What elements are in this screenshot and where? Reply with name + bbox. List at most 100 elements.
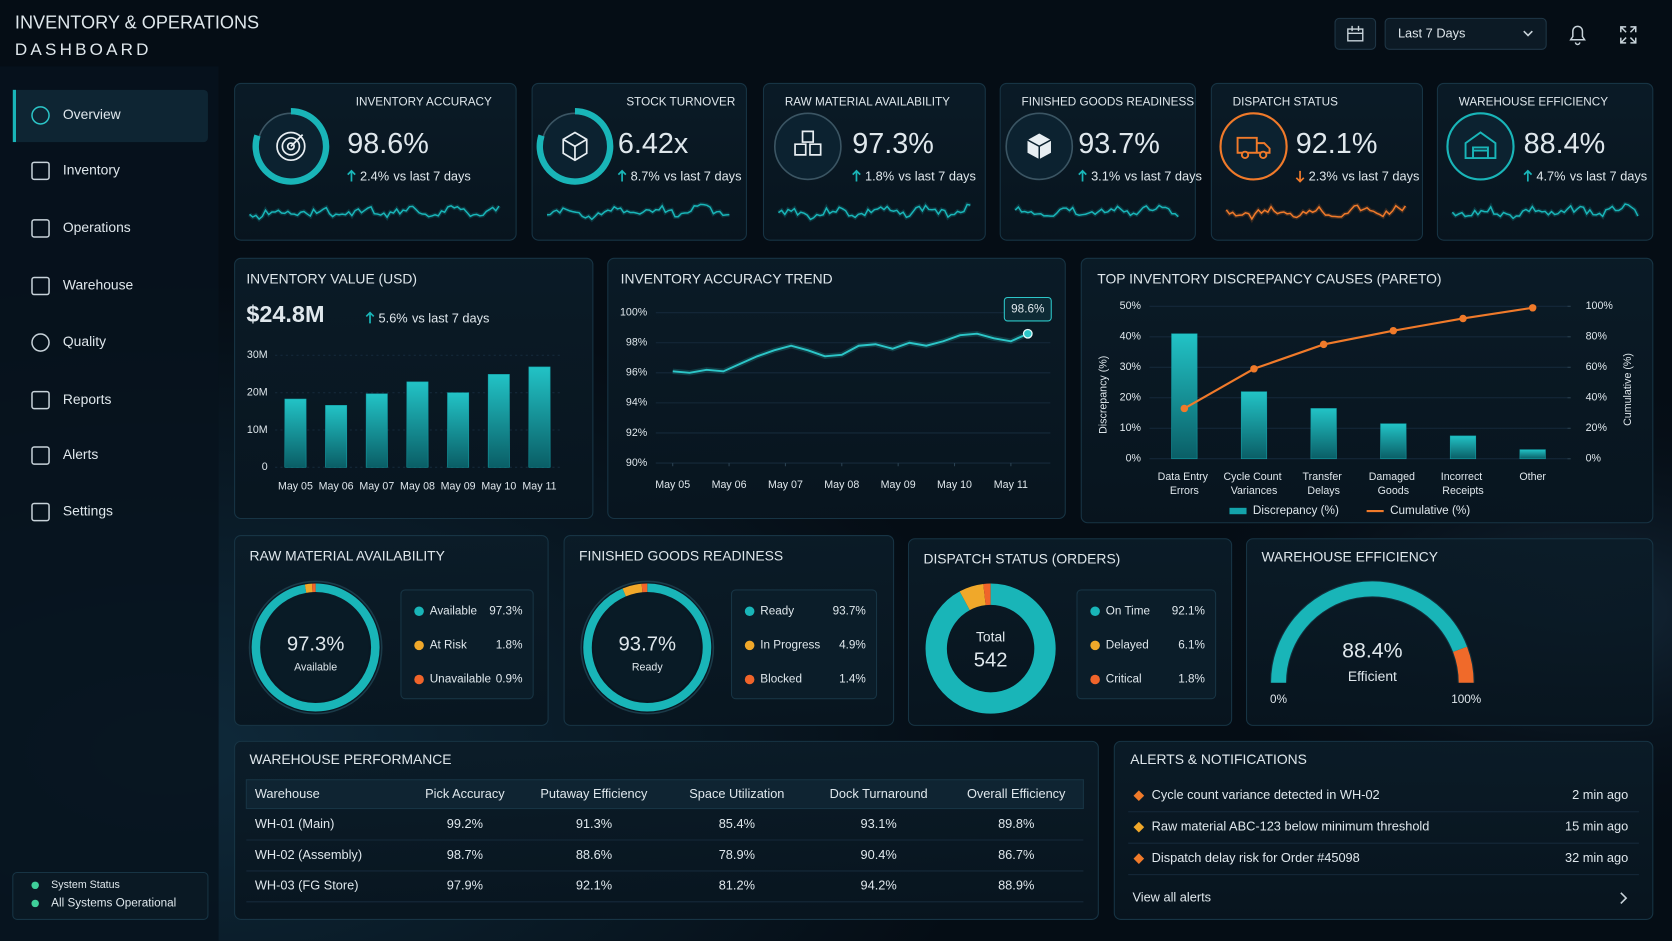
donut-segment [959, 583, 987, 611]
nav-icon[interactable] [31, 446, 50, 465]
legend-dot [414, 640, 424, 651]
legend-value: 93.7% [833, 604, 866, 617]
y-tick-label: 0% [1126, 453, 1142, 465]
nav-icon[interactable] [31, 502, 50, 522]
y-axis-title: Discrepancy (%) [1097, 356, 1109, 434]
nav-icon[interactable] [31, 106, 50, 125]
point [1319, 340, 1328, 349]
table-cell: 99.2% [447, 816, 483, 831]
table-cell: 86.7% [998, 847, 1034, 862]
nav-item[interactable]: Warehouse [63, 277, 134, 293]
x-tick-line: Variances [1231, 485, 1278, 497]
kpi-icon-part [1240, 150, 1250, 160]
gauge-status: Efficient [1348, 668, 1397, 684]
sparkline [1451, 203, 1639, 220]
legend-dot [1090, 674, 1100, 685]
kpi-icon-bg [1446, 112, 1515, 181]
legend-label: In Progress [760, 638, 820, 651]
kpi-title: DISPATCH STATUS [1233, 96, 1338, 109]
legend-dot [1090, 640, 1100, 651]
y2-axis-title: Cumulative (%) [1622, 353, 1634, 426]
view-all-link[interactable]: View all alerts [1132, 889, 1211, 904]
y2-tick-label: 100% [1586, 300, 1614, 312]
kpi-comparison: vs last 7 days [393, 169, 470, 184]
nav-item[interactable]: Overview [63, 106, 122, 122]
line [1183, 306, 1533, 410]
fullscreen-icon[interactable] [1620, 26, 1637, 44]
bar [1449, 435, 1477, 460]
point [1528, 304, 1537, 312]
kpi-icon-part [1464, 131, 1497, 160]
x-tick-label: Other [1519, 471, 1546, 483]
y2-tick-label: 80% [1586, 331, 1608, 343]
donut-center-label: Available [294, 662, 337, 674]
kpi-title: STOCK TURNOVER [626, 96, 735, 109]
alert-message: Cycle count variance detected in WH-02 [1152, 787, 1380, 802]
kpi-title: INVENTORY ACCURACY [356, 96, 492, 109]
app-title: INVENTORY & OPERATIONS [15, 12, 259, 32]
nav-item[interactable]: Quality [63, 333, 106, 349]
x-tick-label: May 05 [278, 480, 313, 492]
donut-center-value: 97.3% [287, 634, 344, 656]
panel [1080, 257, 1654, 524]
y-tick-label: 90% [626, 457, 648, 469]
nav-item[interactable]: Alerts [63, 446, 98, 462]
table-header-cell: Pick Accuracy [425, 786, 505, 801]
kpi-icon-part [1027, 139, 1052, 160]
point [1180, 404, 1189, 413]
legend-label: Discrepancy (%) [1253, 504, 1339, 517]
nav-icon[interactable] [31, 161, 50, 181]
donut-segment [304, 583, 313, 593]
nav-item[interactable]: Settings [63, 503, 113, 519]
panel [234, 740, 1099, 920]
legend-box [400, 589, 534, 700]
kpi-icon [276, 131, 306, 162]
x-tick-label: Transfer Delays [1303, 471, 1345, 497]
legend-dot [1090, 606, 1100, 617]
date-range-dropdown[interactable] [1384, 17, 1547, 50]
alert-time: 15 min ago [1565, 819, 1628, 834]
kpi-icon-ring [252, 107, 330, 185]
kpi-icon-part [286, 142, 295, 151]
bell-icon[interactable] [1569, 25, 1586, 46]
table-header-cell: Warehouse [255, 786, 320, 801]
table-cell: 92.1% [576, 878, 612, 893]
kpi-icon [1027, 133, 1052, 160]
legend-value: 1.8% [496, 638, 523, 651]
nav-icon[interactable] [31, 333, 50, 352]
nav-active-bar [12, 89, 16, 143]
x-tick-label: May 08 [400, 480, 435, 492]
link-chevron[interactable] [1620, 892, 1628, 904]
table-cell: 88.9% [998, 878, 1034, 893]
nav-item[interactable]: Reports [63, 391, 112, 407]
donut-outer-ring [248, 580, 383, 715]
panel-title: FINISHED GOODS READINESS [579, 548, 783, 564]
legend-value: 6.1% [1178, 638, 1205, 651]
table-cell: WH-03 (FG Store) [255, 878, 359, 893]
nav-icon[interactable] [31, 219, 50, 238]
nav-item[interactable]: Operations [63, 219, 131, 235]
legend-dot [414, 606, 424, 617]
data-label: 98.6% [1011, 302, 1044, 315]
nav-icon[interactable] [31, 390, 50, 410]
kpi-comparison: vs last 7 days [1570, 169, 1647, 184]
x-tick-label: Incorrect Receipts [1441, 471, 1485, 497]
nav-icon[interactable] [31, 276, 50, 296]
date-range-label: Last 7 Days [1398, 26, 1465, 41]
kpi-icon-part [281, 136, 301, 156]
kpi-title: RAW MATERIAL AVAILABILITY [785, 96, 950, 109]
donut-segment [925, 583, 1056, 714]
gauge-tick-label: 100% [1451, 693, 1481, 706]
nav-item[interactable]: Inventory [63, 162, 120, 178]
kpi-value: 93.7% [1078, 128, 1160, 160]
sparkline [249, 205, 500, 221]
kpi-icon-part [562, 131, 588, 162]
panel-title: WAREHOUSE EFFICIENCY [1261, 549, 1438, 565]
legend-swatch [1229, 507, 1247, 515]
table-cell: 81.2% [719, 878, 755, 893]
kpi-icon-bg [773, 112, 842, 181]
arrow-up [1078, 169, 1087, 182]
bar [447, 392, 470, 468]
panel-title: ALERTS & NOTIFICATIONS [1130, 751, 1307, 767]
